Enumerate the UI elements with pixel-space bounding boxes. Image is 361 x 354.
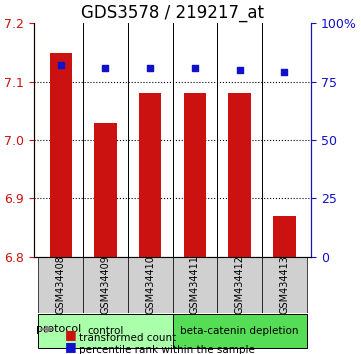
Text: GSM434412: GSM434412 xyxy=(235,255,245,314)
Point xyxy=(237,67,243,73)
Bar xyxy=(49,53,72,257)
Text: control: control xyxy=(87,326,124,336)
Title: GDS3578 / 219217_at: GDS3578 / 219217_at xyxy=(81,4,264,22)
FancyBboxPatch shape xyxy=(128,257,173,313)
Text: ■: ■ xyxy=(65,341,77,353)
FancyBboxPatch shape xyxy=(38,257,83,313)
FancyBboxPatch shape xyxy=(83,257,128,313)
FancyBboxPatch shape xyxy=(217,257,262,313)
Text: protocol: protocol xyxy=(36,324,81,334)
FancyBboxPatch shape xyxy=(173,314,307,348)
Text: percentile rank within the sample: percentile rank within the sample xyxy=(79,346,255,354)
Bar xyxy=(229,93,251,257)
Text: GSM434413: GSM434413 xyxy=(279,255,290,314)
FancyBboxPatch shape xyxy=(38,314,173,348)
FancyBboxPatch shape xyxy=(262,257,307,313)
Bar xyxy=(184,93,206,257)
Text: GSM434411: GSM434411 xyxy=(190,255,200,314)
Text: beta-catenin depletion: beta-catenin depletion xyxy=(180,326,299,336)
Point xyxy=(147,65,153,70)
Text: transformed count: transformed count xyxy=(79,333,177,343)
FancyBboxPatch shape xyxy=(173,257,217,313)
Bar xyxy=(94,122,117,257)
Point xyxy=(58,63,64,68)
Text: GSM434408: GSM434408 xyxy=(56,255,66,314)
Bar xyxy=(273,216,296,257)
Point xyxy=(103,65,108,70)
Text: ■: ■ xyxy=(65,328,77,341)
Bar xyxy=(139,93,161,257)
Point xyxy=(282,70,287,75)
Text: GSM434409: GSM434409 xyxy=(100,255,110,314)
Text: GSM434410: GSM434410 xyxy=(145,255,155,314)
Point xyxy=(192,65,198,70)
